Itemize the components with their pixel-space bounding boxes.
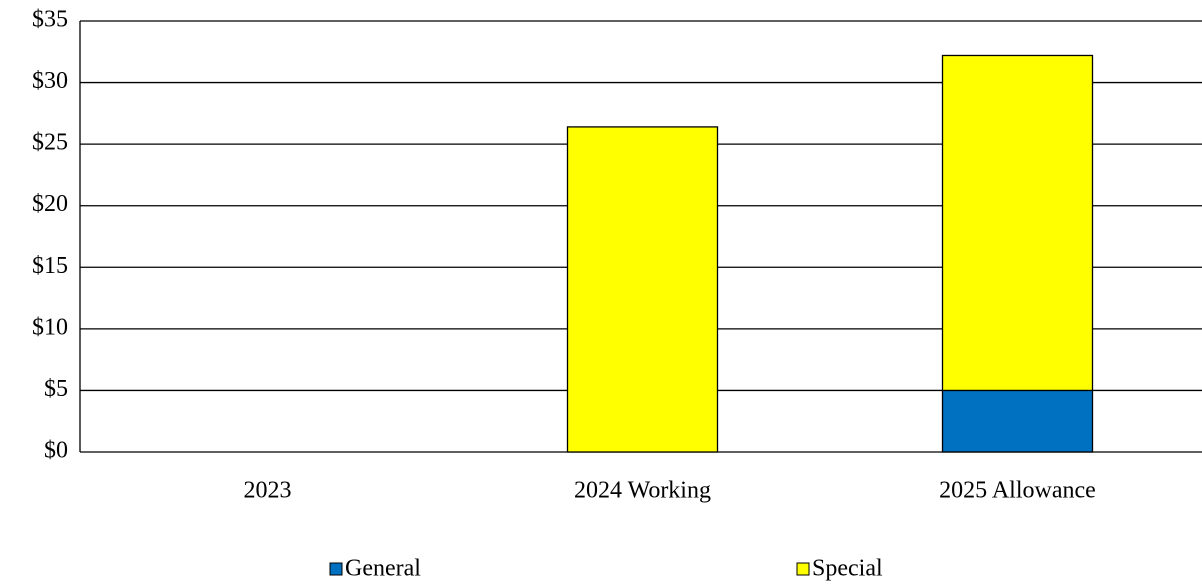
legend-label: General: [345, 556, 421, 582]
y-tick-label: $5: [44, 376, 68, 402]
legend-swatch: [796, 562, 810, 576]
y-tick-label: $15: [32, 253, 68, 279]
y-tick-label: $20: [32, 191, 68, 217]
legend-swatch: [329, 562, 343, 576]
legend-label: Special: [812, 556, 883, 582]
bar-segment: [941, 389, 1094, 453]
y-tick-label: $10: [32, 314, 68, 340]
y-tick-label: $25: [32, 130, 68, 156]
x-tick-label: 2024 Working: [574, 478, 711, 504]
x-tick-label: 2023: [244, 478, 292, 504]
bar-segment: [941, 54, 1094, 392]
bar-segment: [566, 126, 719, 453]
y-tick-label: $0: [44, 438, 68, 464]
y-tick-label: $35: [32, 7, 68, 33]
x-tick-label: 2025 Allowance: [939, 478, 1096, 504]
y-tick-label: $30: [32, 68, 68, 94]
